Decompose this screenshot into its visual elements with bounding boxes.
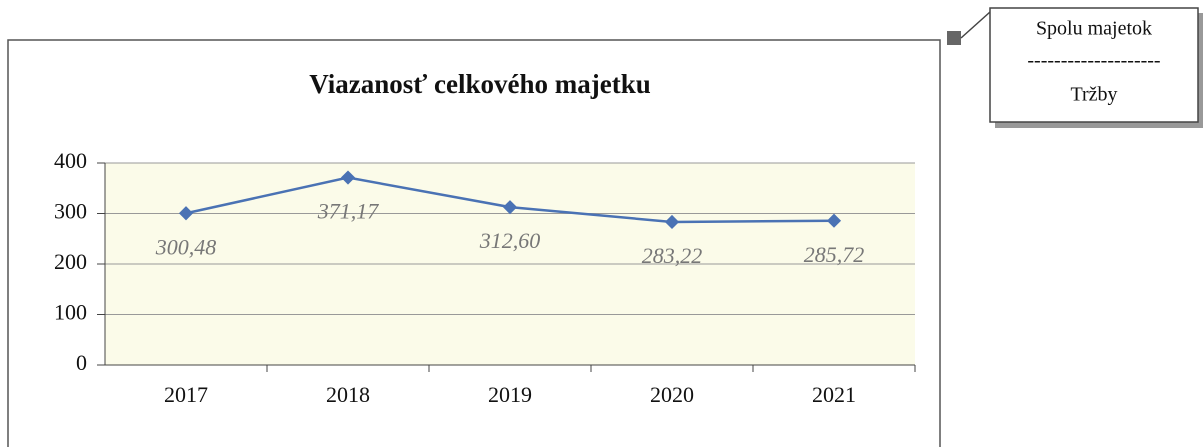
y-tick-label: 400 bbox=[54, 148, 87, 173]
value-label: 371,17 bbox=[317, 199, 380, 224]
x-tick-label: 2018 bbox=[326, 382, 370, 407]
point-marker bbox=[826, 213, 842, 228]
callout-pointer bbox=[960, 11, 991, 39]
callout-text: Tržby bbox=[1070, 84, 1117, 106]
value-label: 312,60 bbox=[479, 228, 541, 253]
callout-box bbox=[989, 7, 1199, 123]
callout-text: -------------------- bbox=[1027, 50, 1160, 72]
value-label: 283,22 bbox=[642, 243, 703, 268]
point-marker bbox=[664, 214, 680, 230]
x-tick-label: 2021 bbox=[812, 382, 856, 407]
x-tick-label: 2019 bbox=[488, 382, 532, 407]
x-tick-label: 2020 bbox=[650, 382, 694, 407]
callout-marker bbox=[947, 31, 961, 45]
value-label: 300,48 bbox=[155, 234, 217, 259]
y-tick-label: 100 bbox=[54, 300, 87, 325]
x-tick-label: 2017 bbox=[164, 382, 208, 407]
callout-text: Spolu majetok bbox=[1036, 18, 1152, 40]
y-tick-label: 200 bbox=[54, 249, 87, 274]
point-marker bbox=[502, 200, 518, 215]
y-tick-label: 0 bbox=[76, 350, 87, 375]
chart-title: Viazanosť celkového majetku bbox=[309, 69, 651, 99]
value-label: 285,72 bbox=[804, 242, 865, 267]
point-marker bbox=[178, 206, 194, 221]
y-tick-label: 300 bbox=[54, 199, 87, 224]
point-marker bbox=[340, 170, 356, 185]
